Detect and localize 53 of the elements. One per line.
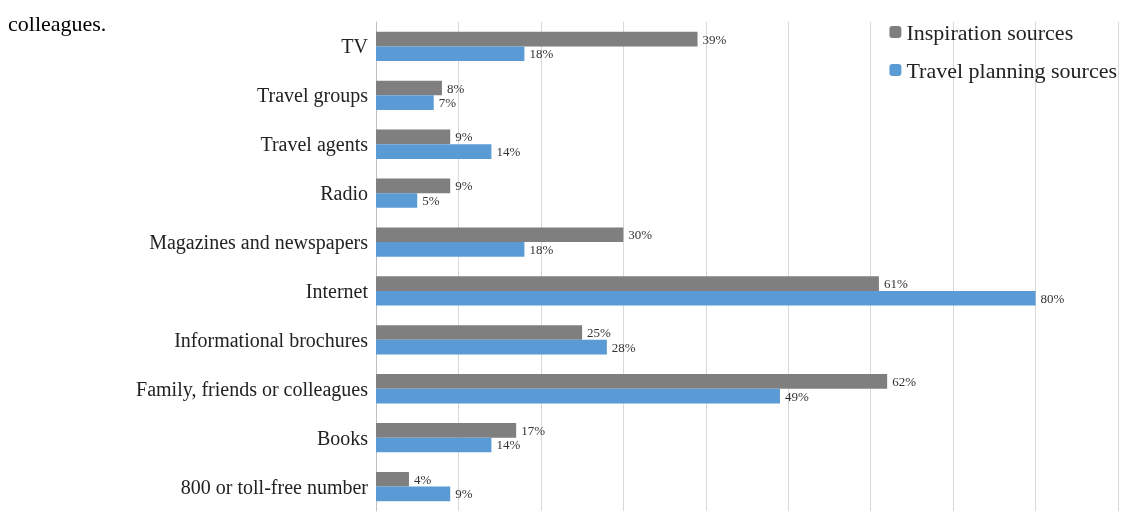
legend-label: Travel planning sources bbox=[906, 57, 1118, 83]
y-tick-label: 800 or toll-free number bbox=[180, 475, 369, 498]
bar bbox=[376, 437, 492, 453]
bar bbox=[376, 227, 624, 243]
y-tick-label: TV bbox=[341, 35, 369, 58]
y-tick-label: Magazines and newspapers bbox=[149, 231, 369, 255]
y-tick-label: Family, friends or colleagues bbox=[136, 377, 369, 401]
legend-label: Inspiration sources bbox=[906, 19, 1074, 45]
data-label: 18% bbox=[529, 46, 554, 62]
y-tick-label: Books bbox=[316, 426, 369, 449]
data-label: 18% bbox=[529, 241, 554, 257]
bar bbox=[376, 31, 698, 47]
data-label: 80% bbox=[1040, 290, 1065, 306]
text: colleagues. bbox=[8, 10, 107, 36]
bar bbox=[376, 144, 492, 159]
data-label: 9% bbox=[455, 178, 473, 194]
bar bbox=[376, 129, 451, 145]
y-tick-label: Travel groups bbox=[257, 84, 369, 108]
bar bbox=[376, 325, 583, 340]
data-label: 49% bbox=[784, 388, 809, 404]
y-tick-label: Internet bbox=[305, 279, 369, 302]
y-tick-label: Informational brochures bbox=[174, 328, 369, 351]
bar bbox=[376, 178, 451, 194]
data-label: 9% bbox=[455, 486, 473, 502]
y-tick-label: Radio bbox=[320, 182, 368, 205]
data-label: 14% bbox=[496, 144, 521, 160]
data-label: 30% bbox=[628, 227, 653, 243]
bar bbox=[376, 242, 525, 257]
bar bbox=[376, 339, 607, 355]
data-label: 4% bbox=[413, 471, 432, 487]
bar bbox=[376, 46, 525, 62]
bar bbox=[376, 276, 879, 291]
bar bbox=[376, 193, 418, 208]
data-label: 17% bbox=[521, 422, 546, 438]
bar bbox=[376, 471, 409, 487]
data-label: 25% bbox=[587, 325, 612, 341]
data-label: 5% bbox=[422, 192, 440, 208]
data-label: 7% bbox=[438, 95, 457, 111]
y-tick-label: Travel agents bbox=[260, 133, 369, 157]
bar bbox=[376, 422, 517, 438]
data-label: 61% bbox=[883, 276, 908, 292]
data-label: 9% bbox=[455, 129, 473, 145]
data-label: 8% bbox=[446, 80, 465, 96]
data-label: 39% bbox=[702, 31, 727, 47]
data-label: 62% bbox=[892, 373, 917, 389]
bar bbox=[376, 486, 451, 502]
bar bbox=[376, 290, 1036, 306]
bar bbox=[376, 374, 888, 389]
bar bbox=[376, 80, 442, 96]
bar bbox=[376, 95, 434, 111]
data-label: 28% bbox=[611, 339, 636, 355]
bar bbox=[376, 388, 780, 404]
data-label: 14% bbox=[496, 437, 521, 453]
